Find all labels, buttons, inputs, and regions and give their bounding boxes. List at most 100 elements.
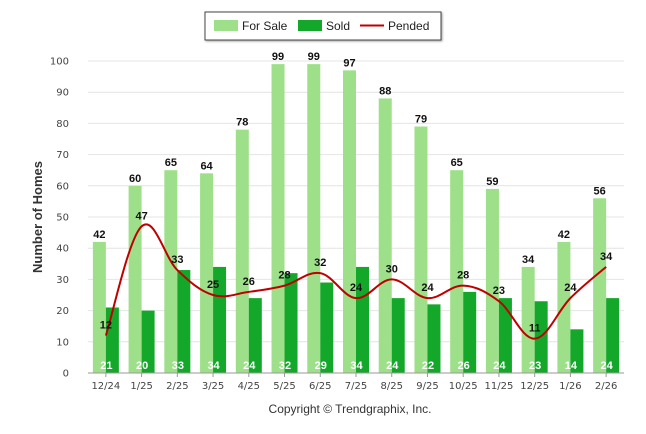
for-sale-value-label: 60 bbox=[129, 173, 141, 185]
pended-value-label: 28 bbox=[278, 270, 290, 282]
y-tick-label: 70 bbox=[56, 150, 69, 161]
x-tick-label: 4/25 bbox=[238, 381, 260, 392]
pended-value-label: 25 bbox=[207, 279, 219, 291]
x-tick-label: 1/26 bbox=[559, 381, 581, 392]
bar-for-sale bbox=[164, 170, 178, 373]
bar-for-sale bbox=[343, 70, 356, 374]
for-sale-value-label: 99 bbox=[272, 51, 284, 63]
bar-for-sale bbox=[200, 173, 214, 373]
sold-value-label: 14 bbox=[565, 360, 578, 372]
bar-for-sale bbox=[521, 266, 535, 373]
x-tick-label: 9/25 bbox=[416, 381, 438, 392]
bar-sold bbox=[606, 298, 620, 373]
pended-value-label: 34 bbox=[600, 251, 613, 263]
x-tick-label: 5/25 bbox=[273, 381, 295, 392]
pended-value-label: 11 bbox=[529, 323, 541, 335]
y-axis-ticks: 0 10 20 30 40 50 60 70 80 90 100 bbox=[50, 57, 69, 380]
sold-value-label: 26 bbox=[458, 360, 470, 372]
y-tick-label: 40 bbox=[56, 244, 69, 255]
bar-for-sale bbox=[485, 188, 499, 373]
bar-sold bbox=[213, 266, 227, 373]
sold-value-label: 34 bbox=[350, 360, 363, 372]
legend-swatch-for-sale bbox=[214, 20, 238, 31]
for-sale-value-label: 97 bbox=[343, 57, 355, 69]
bar-sold bbox=[391, 298, 405, 373]
y-tick-label: 10 bbox=[56, 337, 69, 348]
x-tick-label: 6/25 bbox=[309, 381, 331, 392]
pended-value-label: 28 bbox=[457, 270, 469, 282]
x-tick-label: 12/24 bbox=[91, 381, 120, 392]
legend-label-for-sale: For Sale bbox=[242, 19, 288, 33]
legend-box bbox=[204, 11, 442, 41]
pended-value-label: 12 bbox=[100, 320, 112, 332]
y-tick-label: 90 bbox=[56, 88, 69, 99]
x-tick-label: 10/25 bbox=[449, 381, 478, 392]
sold-value-label: 22 bbox=[422, 360, 434, 372]
for-sale-value-label: 64 bbox=[200, 160, 213, 172]
pended-series bbox=[104, 223, 607, 340]
bar-sold bbox=[320, 282, 334, 373]
y-tick-label: 60 bbox=[56, 181, 69, 192]
x-tick-label: 2/25 bbox=[166, 381, 188, 392]
y-tick-label: 20 bbox=[56, 306, 69, 317]
for-sale-value-label: 65 bbox=[165, 157, 177, 169]
pended-value-label: 24 bbox=[564, 282, 577, 294]
sold-value-label: 34 bbox=[207, 360, 220, 372]
bars bbox=[92, 64, 620, 374]
data-labels: 42 21 60 20 65 33 64 34 78 24 99 32 99 29 97 34 88 24 79 22… bbox=[93, 51, 613, 372]
legend: For Sale Sold Pended bbox=[204, 11, 442, 41]
copyright-text: Copyright © Trendgraphix, Inc. bbox=[269, 402, 432, 416]
for-sale-value-label: 56 bbox=[594, 185, 606, 197]
legend-swatch-sold bbox=[298, 20, 322, 31]
pended-value-label: 23 bbox=[493, 285, 505, 297]
sold-value-label: 32 bbox=[279, 360, 291, 372]
y-tick-label: 50 bbox=[56, 213, 69, 224]
sold-value-label: 24 bbox=[386, 360, 399, 372]
bar-sold bbox=[248, 298, 262, 373]
x-tick-label: 12/25 bbox=[520, 381, 549, 392]
pended-value-label: 26 bbox=[243, 276, 255, 288]
bar-sold bbox=[141, 310, 155, 373]
y-tick-label: 80 bbox=[56, 119, 69, 130]
for-sale-value-label: 99 bbox=[308, 51, 320, 63]
bar-sold bbox=[570, 329, 584, 373]
pended-value-label: 47 bbox=[135, 210, 147, 222]
for-sale-value-label: 65 bbox=[451, 157, 463, 169]
y-axis-title: Number of Homes bbox=[30, 161, 45, 273]
for-sale-value-label: 88 bbox=[379, 85, 391, 97]
y-tick-label: 30 bbox=[56, 275, 69, 286]
sold-value-label: 29 bbox=[315, 360, 327, 372]
bar-for-sale bbox=[235, 129, 249, 373]
bar-for-sale bbox=[307, 64, 321, 374]
for-sale-value-label: 34 bbox=[522, 254, 535, 266]
bar-for-sale bbox=[593, 198, 607, 373]
bar-sold bbox=[498, 298, 512, 373]
legend-label-pended: Pended bbox=[388, 19, 429, 33]
bar-for-sale bbox=[128, 185, 142, 373]
bar-for-sale bbox=[414, 126, 428, 374]
for-sale-value-label: 79 bbox=[415, 114, 427, 126]
bar-sold bbox=[463, 291, 477, 373]
pended-value-label: 32 bbox=[314, 257, 326, 269]
legend-label-sold: Sold bbox=[326, 19, 350, 33]
bar-for-sale bbox=[92, 241, 106, 373]
bar-for-sale bbox=[378, 98, 392, 373]
bar-sold bbox=[356, 266, 369, 373]
sold-value-label: 20 bbox=[136, 360, 148, 372]
sold-value-label: 23 bbox=[529, 360, 541, 372]
x-axis-ticks: 12/24 1/25 2/25 3/25 4/25 5/25 6/25 7/25 8/25 9/2… bbox=[91, 373, 617, 392]
x-tick-label: 1/25 bbox=[130, 381, 152, 392]
x-tick-label: 8/25 bbox=[380, 381, 402, 392]
bar-for-sale bbox=[271, 64, 285, 374]
for-sale-value-label: 78 bbox=[236, 117, 248, 129]
pended-value-label: 24 bbox=[350, 282, 363, 294]
pended-value-label: 33 bbox=[171, 254, 183, 266]
sold-value-label: 33 bbox=[172, 360, 184, 372]
bar-sold bbox=[177, 270, 191, 373]
bar-for-sale bbox=[450, 170, 464, 373]
y-tick-label: 0 bbox=[63, 369, 69, 380]
sold-value-label: 24 bbox=[243, 360, 256, 372]
y-tick-label: 100 bbox=[50, 57, 69, 68]
